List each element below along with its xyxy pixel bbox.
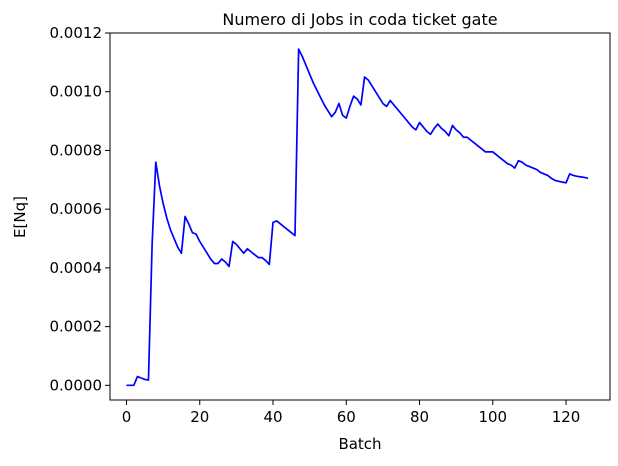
y-axis: 0.0000 0.0002 0.0004 0.0006 0.0008 0.0010 0.00… <box>50 24 110 394</box>
y-tick-label: 0.0004 <box>50 259 103 277</box>
y-tick-label: 0.0012 <box>50 24 103 42</box>
data-series-group <box>126 48 589 387</box>
x-tick-label: 80 <box>410 408 429 426</box>
x-tick-label: 20 <box>190 408 209 426</box>
y-tick-label: 0.0008 <box>50 141 103 159</box>
y-tick-label: 0.0000 <box>50 376 103 394</box>
y-tick-label: 0.0002 <box>50 318 103 336</box>
y-tick-label: 0.0006 <box>50 200 103 218</box>
y-tick-label: 0.0010 <box>50 83 103 101</box>
x-tick-label: 0 <box>122 408 132 426</box>
x-tick-label: 100 <box>478 408 507 426</box>
x-tick-label: 60 <box>337 408 356 426</box>
y-axis-label: E[Nq] <box>11 196 29 238</box>
chart-title: Numero di Jobs in coda ticket gate <box>222 10 497 29</box>
plot-area-frame <box>109 32 611 401</box>
x-tick-label: 120 <box>552 408 581 426</box>
series-line <box>126 48 589 387</box>
x-axis: 0 20 40 60 80 100 120 <box>122 400 581 426</box>
x-tick-label: 40 <box>263 408 282 426</box>
x-axis-label: Batch <box>338 435 381 453</box>
